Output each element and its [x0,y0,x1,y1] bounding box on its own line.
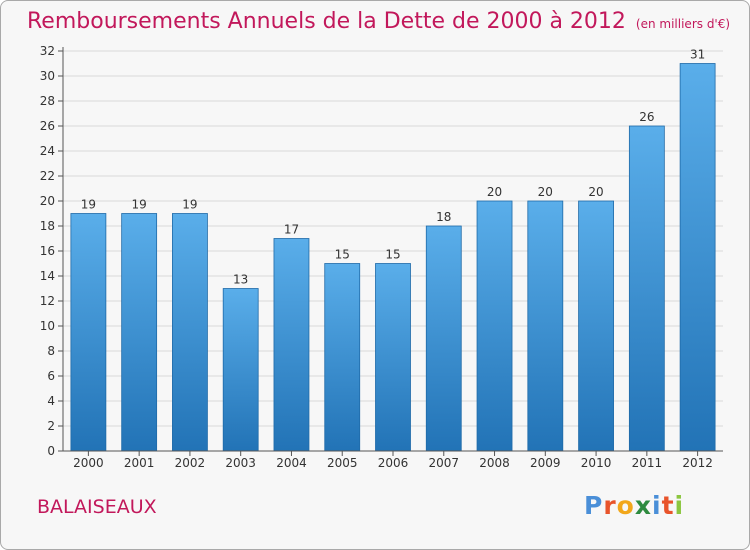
bar-value-label: 19 [132,198,147,212]
x-tick-label: 2008 [479,456,510,470]
y-tick-label: 28 [40,94,55,108]
y-tick-label: 2 [47,419,55,433]
bar-value-label: 19 [182,198,197,212]
bar [476,200,513,452]
x-tick-label: 2004 [276,456,307,470]
bar-value-label: 15 [385,248,400,262]
bar-value-label: 20 [588,185,603,199]
x-tick-label: 2012 [682,456,713,470]
chart-title-text: Remboursements Annuels de la Dette de 20… [27,9,626,34]
logo-letter: r [603,491,617,520]
bar [222,288,259,452]
y-tick-label: 8 [47,344,55,358]
y-tick-label: 6 [47,369,55,383]
commune-name: BALAISEAUX [37,496,157,518]
y-tick-label: 24 [40,144,55,158]
bar-value-label: 15 [335,248,350,262]
y-tick-label: 14 [40,269,55,283]
x-tick-label: 2001 [124,456,155,470]
logo-letter: x [634,491,652,520]
bar [324,263,361,452]
x-tick-label: 2003 [225,456,256,470]
x-tick-label: 2009 [530,456,561,470]
bar [527,200,564,452]
logo-letter: P [584,491,604,520]
x-tick-label: 2000 [73,456,104,470]
x-tick-label: 2006 [378,456,409,470]
bar-value-label: 13 [233,273,248,287]
bar [679,63,716,452]
x-tick-label: 2007 [428,456,459,470]
logo-letter: i [674,491,685,520]
bar-value-label: 17 [284,223,299,237]
bar [425,225,462,452]
x-tick-label: 2010 [581,456,612,470]
bar-value-label: 26 [639,110,654,124]
bar [70,213,107,452]
y-tick-label: 4 [47,394,55,408]
y-tick-label: 0 [47,444,55,458]
bar-value-label: 31 [690,48,705,62]
y-tick-label: 26 [40,119,55,133]
bar-value-label: 18 [436,210,451,224]
bar [172,213,208,452]
y-tick-label: 16 [40,244,55,258]
proxiti-logo: Proxiti [584,491,684,520]
bar-value-label: 20 [487,185,502,199]
x-tick-label: 2005 [327,456,358,470]
bar [375,263,411,452]
y-tick-label: 10 [40,319,55,333]
chart-unit-label: (en milliers d'€) [635,17,731,31]
bar [578,200,614,452]
bar-value-label: 19 [81,198,96,212]
y-tick-label: 12 [40,294,55,308]
x-tick-label: 2011 [632,456,663,470]
y-tick-label: 32 [40,44,55,58]
bar [273,238,310,452]
bar [628,125,665,452]
logo-letter: t [661,491,675,520]
bar [121,213,158,452]
y-tick-label: 22 [40,169,55,183]
logo-letter: o [616,491,635,520]
y-tick-label: 30 [40,69,55,83]
x-tick-label: 2002 [175,456,206,470]
y-tick-label: 20 [40,194,55,208]
y-tick-label: 18 [40,219,55,233]
logo-letter: i [652,491,662,520]
bar-value-label: 20 [538,185,553,199]
chart-title: Remboursements Annuels de la Dette de 20… [27,9,730,34]
bars: 19 19 19 13 17 15 15 18 20 20 20 26 31 [70,48,716,452]
